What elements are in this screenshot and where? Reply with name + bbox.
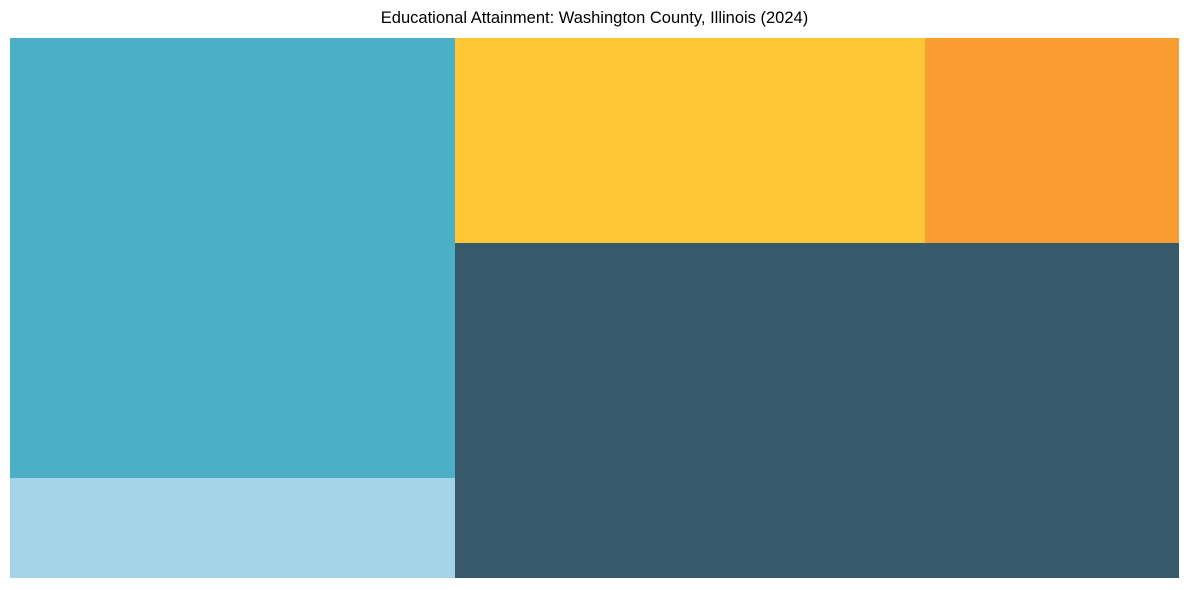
treemap-segment-light-blue xyxy=(10,477,456,578)
treemap-segment-yellow xyxy=(455,38,925,243)
treemap-segment-teal xyxy=(10,38,456,478)
treemap-segment-orange xyxy=(924,38,1179,243)
treemap-plot-area xyxy=(10,38,1179,578)
treemap-segment-dark-slate xyxy=(455,242,1179,578)
chart-title: Educational Attainment: Washington Count… xyxy=(380,9,809,27)
